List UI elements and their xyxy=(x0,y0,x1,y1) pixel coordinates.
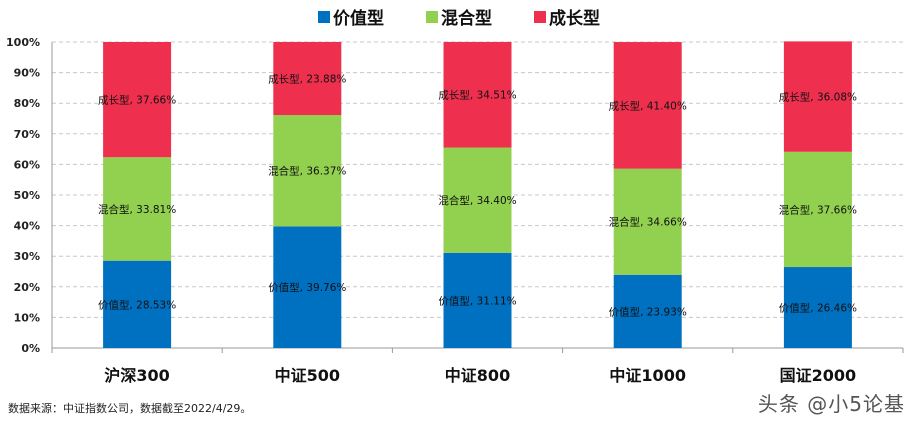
legend-swatch xyxy=(426,10,438,23)
legend-label: 成长型 xyxy=(549,9,600,29)
bar-segment xyxy=(783,267,852,348)
data-label: 价值型, 26.46% xyxy=(779,302,857,315)
legend: 价值型 混合型 成长型 xyxy=(318,4,600,29)
y-tick-label: 10% xyxy=(14,311,40,324)
data-label: 成长型, 41.40% xyxy=(609,99,687,112)
bar-segment xyxy=(613,168,682,275)
x-tick-label: 中证800 xyxy=(445,366,510,385)
x-tick-label: 沪深300 xyxy=(104,366,169,385)
source-note: 数据来源：中证指数公司，数据截至2022/4/29。 xyxy=(8,402,252,415)
x-tick-label: 国证2000 xyxy=(780,366,857,385)
y-tick-label: 50% xyxy=(14,189,40,202)
bar-segment xyxy=(103,42,172,158)
bar-segment xyxy=(613,42,682,169)
data-label: 混合型, 34.66% xyxy=(609,216,687,229)
data-label: 混合型, 37.66% xyxy=(779,203,857,216)
data-label: 成长型, 37.66% xyxy=(98,94,176,107)
y-tick-label: 30% xyxy=(14,250,40,263)
data-label: 成长型, 23.88% xyxy=(268,73,346,86)
legend-item-blend: 混合型 xyxy=(426,4,492,29)
y-tick-label: 90% xyxy=(14,67,40,80)
bar-segment xyxy=(783,41,852,152)
data-label: 价值型, 28.53% xyxy=(98,298,176,311)
bar-segment xyxy=(443,41,512,148)
y-tick-label: 20% xyxy=(14,281,40,294)
data-label: 混合型, 34.40% xyxy=(438,194,516,207)
data-label: 成长型, 36.08% xyxy=(779,91,857,104)
bar-segment xyxy=(273,115,342,227)
y-tick-label: 80% xyxy=(14,97,40,110)
data-label: 混合型, 36.37% xyxy=(268,165,346,178)
legend-item-growth: 成长型 xyxy=(534,4,600,29)
bar-segment xyxy=(273,226,342,348)
data-label: 成长型, 34.51% xyxy=(438,89,516,102)
bar-segment xyxy=(783,151,852,268)
watermark: 头条 @小5论基 xyxy=(757,392,905,416)
bar-segment xyxy=(443,252,512,348)
bar-segment xyxy=(103,157,172,261)
y-tick-label: 40% xyxy=(14,220,40,233)
data-label: 价值型, 23.93% xyxy=(609,305,687,318)
data-label: 价值型, 39.76% xyxy=(268,281,346,294)
legend-item-value: 价值型 xyxy=(318,4,384,29)
legend-label: 价值型 xyxy=(333,9,384,29)
y-tick-label: 100% xyxy=(6,36,40,49)
y-tick-label: 0% xyxy=(21,342,40,355)
bar-segment xyxy=(273,41,342,116)
legend-label: 混合型 xyxy=(441,9,492,29)
bar-segment xyxy=(613,274,682,348)
legend-swatch xyxy=(534,10,546,23)
x-tick-label: 中证500 xyxy=(275,366,340,385)
x-tick-label: 中证1000 xyxy=(609,366,686,385)
bar-segment xyxy=(103,260,172,348)
y-tick-label: 60% xyxy=(14,158,40,171)
bar-segment xyxy=(443,147,512,253)
legend-swatch xyxy=(318,10,330,23)
y-tick-label: 70% xyxy=(14,128,40,141)
data-label: 价值型, 31.11% xyxy=(438,294,516,307)
data-label: 混合型, 33.81% xyxy=(98,203,176,216)
